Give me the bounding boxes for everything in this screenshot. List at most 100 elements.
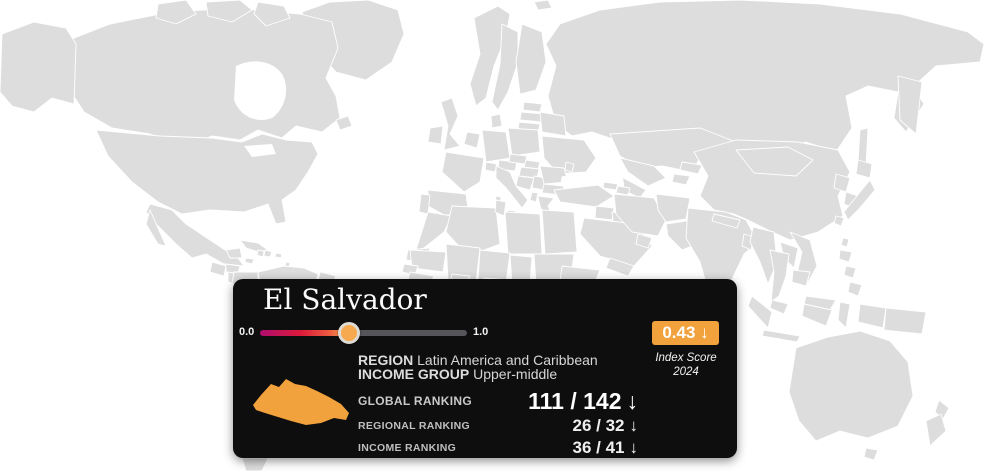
country-united-kingdom[interactable] [440, 97, 461, 151]
global-ranking-value: 111 / 142 ↓ [528, 388, 638, 415]
country-mongolia[interactable] [735, 146, 814, 177]
country-egypt[interactable] [541, 209, 578, 255]
country-canada-arctic-1[interactable] [155, 0, 197, 25]
country-sweden[interactable] [491, 23, 519, 111]
country-cambodia[interactable] [791, 269, 811, 287]
country-czechia[interactable] [508, 153, 528, 165]
country-alaska[interactable] [0, 21, 77, 113]
country-belarus[interactable] [539, 111, 567, 137]
country-jamaica[interactable] [244, 257, 255, 265]
country-indonesia-borneo[interactable] [801, 303, 833, 327]
country-france[interactable] [441, 151, 485, 193]
country-azerbaijan[interactable] [615, 185, 631, 196]
country-libya[interactable] [504, 211, 543, 255]
country-poland[interactable] [507, 127, 541, 157]
country-uzbekistan[interactable] [619, 157, 667, 187]
country-philippines-2[interactable] [843, 265, 857, 279]
country-turkey[interactable] [553, 184, 615, 208]
el-salvador-shape-path [253, 379, 349, 425]
region-line: REGION Latin America and Caribbean [358, 353, 638, 367]
country-thailand[interactable] [769, 249, 790, 303]
country-papua-new-guinea[interactable] [883, 307, 927, 335]
country-indonesia-java[interactable] [761, 329, 801, 343]
country-new-zealand-south[interactable] [925, 413, 947, 447]
country-russia[interactable] [545, 0, 985, 153]
region-value: Latin America and Caribbean [417, 352, 598, 368]
country-canada-arctic-2[interactable] [205, 0, 253, 23]
country-taiwan[interactable] [840, 237, 850, 248]
country-iran[interactable] [613, 193, 667, 237]
tooltip-info-block: REGION Latin America and Caribbean INCOM… [358, 353, 638, 457]
income-group-value: Upper-middle [473, 366, 558, 382]
regional-ranking-row: REGIONAL RANKING 26 / 32 ↓ [358, 416, 638, 435]
country-morocco[interactable] [415, 211, 453, 251]
country-philippines-1[interactable] [838, 249, 853, 263]
country-syria[interactable] [594, 205, 615, 221]
country-portugal[interactable] [418, 193, 431, 215]
income-ranking-down-arrow-icon: ↓ [629, 437, 639, 457]
country-benelux[interactable] [463, 131, 481, 149]
country-japan-kyushu[interactable] [833, 215, 845, 227]
country-georgia[interactable] [602, 181, 619, 191]
regional-ranking-down-arrow-icon: ↓ [629, 415, 639, 435]
country-australia-tasmania[interactable] [863, 447, 879, 461]
income-ranking-number: 36 / 41 [572, 437, 625, 457]
country-finland[interactable] [515, 23, 547, 95]
region-label: REGION [358, 352, 414, 368]
income-group-label: INCOME GROUP [358, 366, 470, 382]
country-dominican-republic[interactable] [263, 249, 273, 258]
country-tooltip: El Salvador 0.0 1.0 0.43 ↓ Index Score 2… [233, 279, 737, 458]
country-japan-hokkaido[interactable] [855, 159, 873, 179]
country-nepal[interactable] [711, 213, 741, 229]
great-lakes [244, 144, 276, 157]
hudson-bay [234, 61, 287, 120]
country-canada-arctic-3[interactable] [253, 1, 291, 27]
country-germany[interactable] [481, 129, 511, 163]
income-ranking-row: INCOME RANKING 36 / 41 ↓ [358, 438, 638, 457]
country-malaysia-peninsula[interactable] [769, 299, 789, 315]
country-usa[interactable] [95, 129, 319, 225]
country-italy[interactable] [495, 165, 529, 209]
country-canada-newfoundland[interactable] [335, 115, 353, 131]
regional-ranking-value: 26 / 32 ↓ [573, 416, 639, 436]
country-haiti[interactable] [256, 249, 265, 258]
country-ukraine[interactable] [541, 135, 597, 175]
country-tunisia[interactable] [494, 199, 507, 217]
country-croatia-bosnia[interactable] [515, 175, 535, 191]
country-mexico-yucatan[interactable] [225, 247, 243, 259]
country-mexico-baja[interactable] [145, 209, 167, 247]
country-puerto-rico[interactable] [274, 252, 283, 259]
country-mauritania[interactable] [409, 249, 447, 273]
country-indonesia-papua[interactable] [857, 303, 887, 329]
index-score-badge: 0.43 ↓ [652, 321, 719, 345]
country-china[interactable] [693, 139, 851, 241]
country-afghanistan[interactable] [655, 193, 691, 223]
country-japan-honshu[interactable] [843, 179, 876, 221]
income-ranking-label: INCOME RANKING [358, 441, 457, 454]
country-estonia[interactable] [522, 101, 543, 113]
country-new-zealand-north[interactable] [934, 399, 950, 420]
country-australia[interactable] [788, 330, 914, 442]
country-kyrgyzstan[interactable] [679, 161, 703, 175]
country-india[interactable] [685, 207, 759, 305]
income-group-line: INCOME GROUP Upper-middle [358, 367, 638, 381]
country-uae-oman[interactable] [635, 233, 653, 249]
country-myanmar[interactable] [749, 226, 778, 285]
country-denmark[interactable] [490, 113, 503, 129]
country-svalbard[interactable] [533, 0, 553, 11]
country-moldova[interactable] [564, 161, 575, 173]
country-russia-kamchatka[interactable] [897, 75, 923, 135]
country-guatemala[interactable] [209, 261, 227, 277]
country-peru-bolivia[interactable] [241, 457, 269, 471]
country-albania[interactable] [529, 191, 539, 203]
country-indonesia-sumatra[interactable] [747, 295, 773, 329]
country-tajikistan[interactable] [671, 173, 691, 186]
income-ranking-value: 36 / 41 ↓ [573, 438, 639, 458]
country-philippines-3[interactable] [847, 281, 863, 297]
country-switzerland[interactable] [484, 161, 498, 173]
country-indonesia-sulawesi[interactable] [837, 301, 851, 329]
country-norway[interactable] [469, 5, 511, 107]
country-ireland[interactable] [427, 125, 444, 145]
country-yemen[interactable] [605, 257, 635, 277]
country-canada[interactable] [63, 7, 341, 147]
